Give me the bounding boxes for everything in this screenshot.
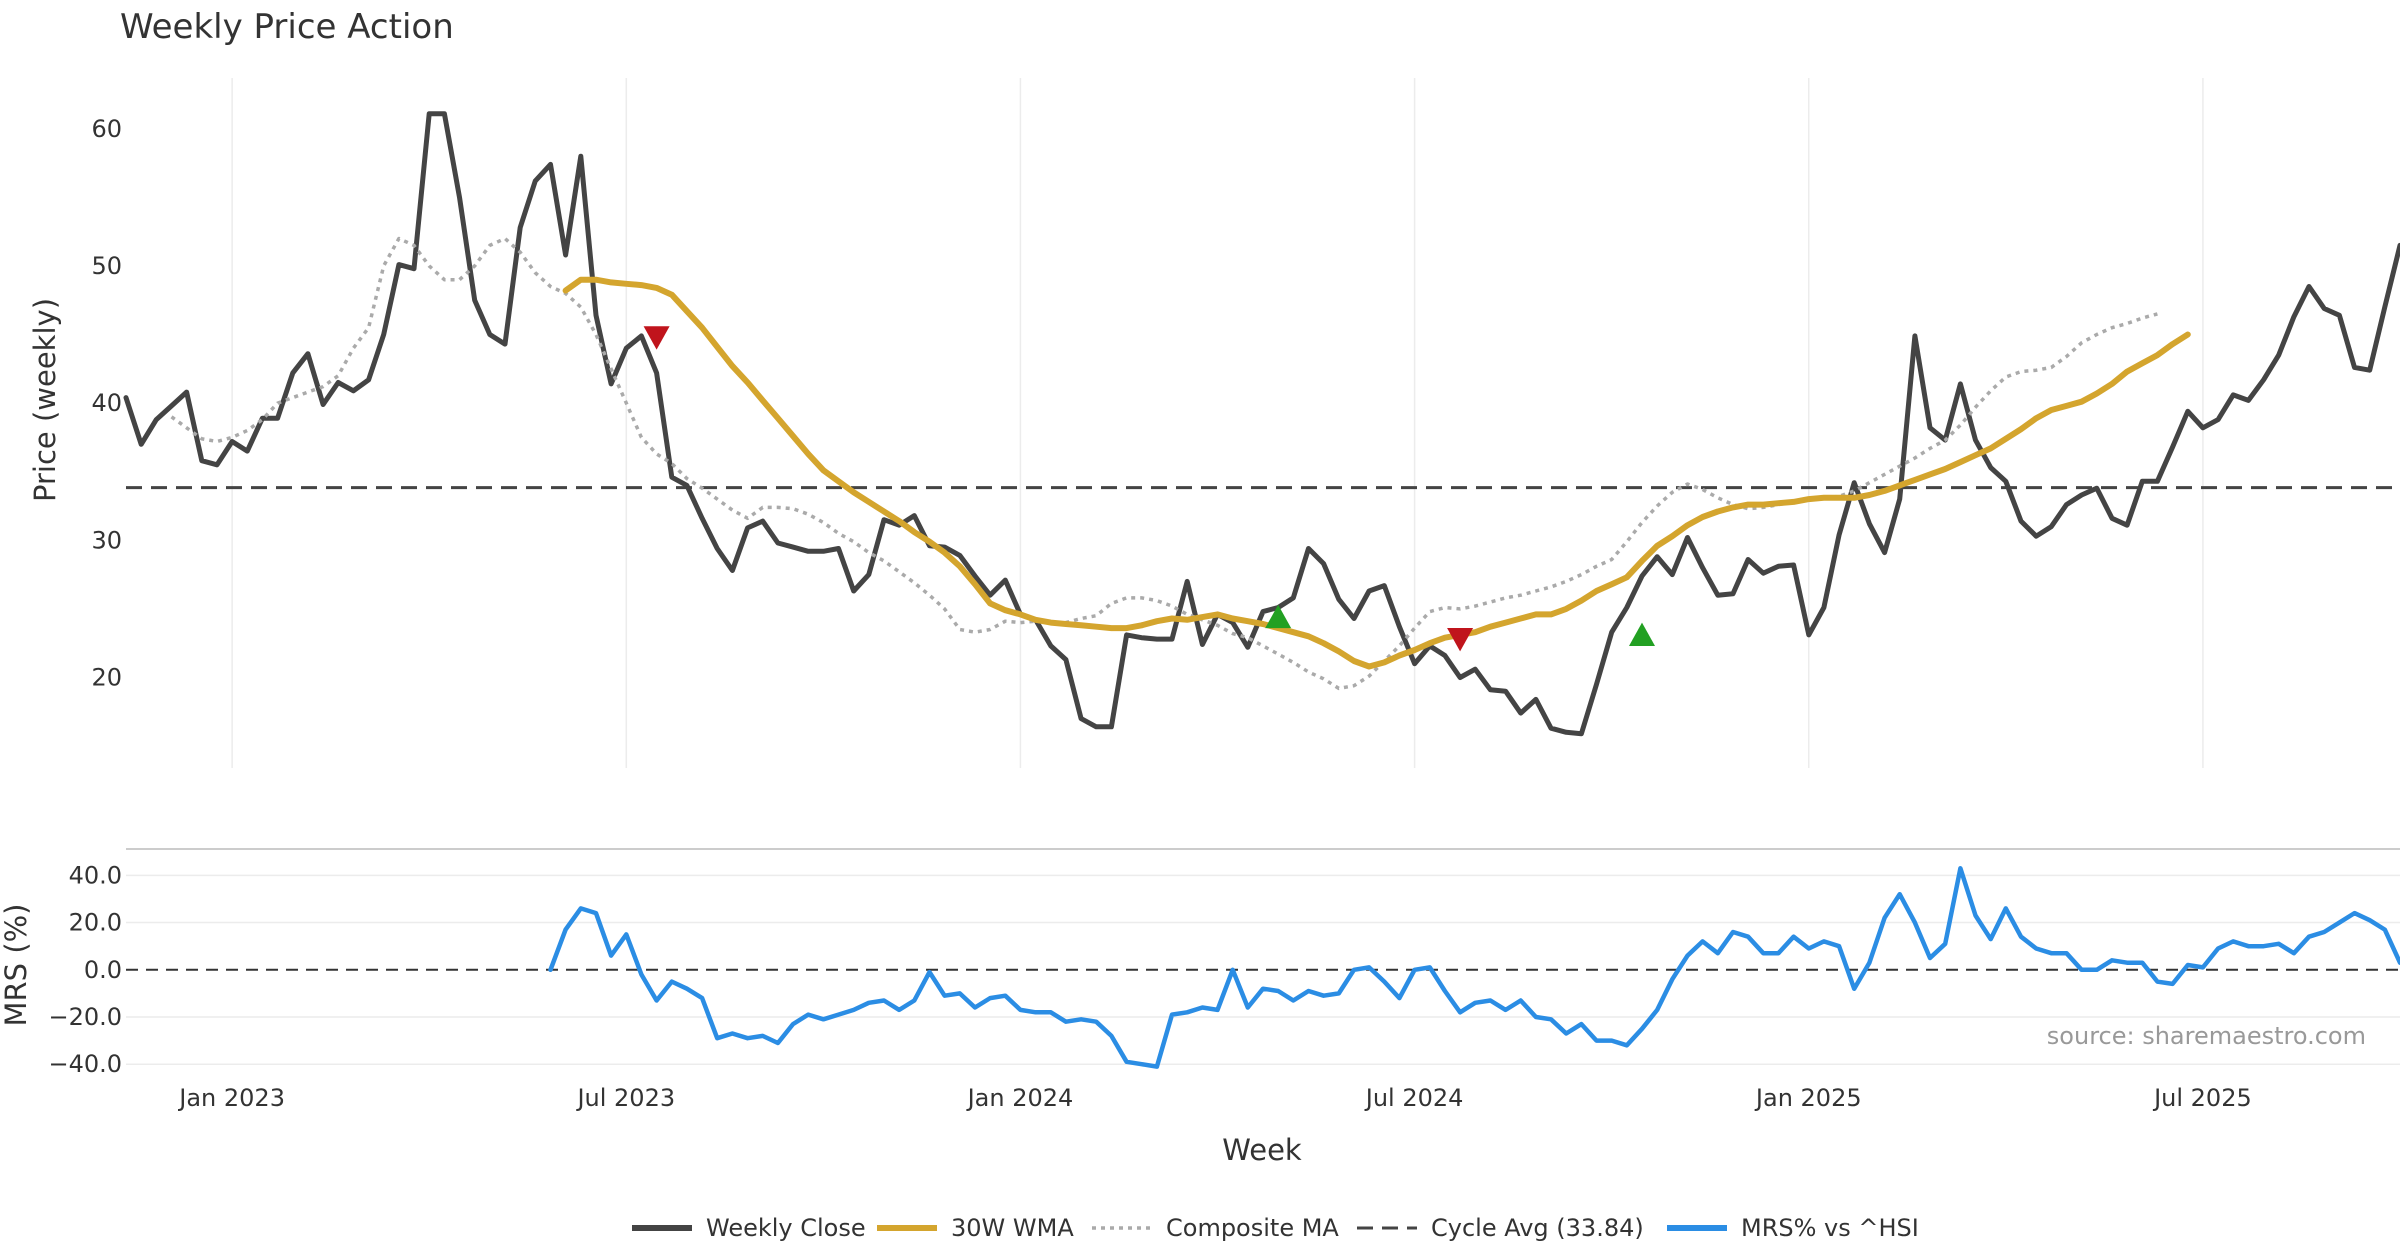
sell-signal-marker [643, 326, 670, 350]
legend-label: 30W WMA [951, 1214, 1074, 1242]
mrs-y-tick-label: 20.0 [69, 909, 122, 937]
mrs-y-tick-label: 40.0 [69, 861, 122, 889]
price-y-tick-label: 20 [91, 663, 122, 691]
buy-signal-marker [1265, 604, 1292, 629]
legend: Weekly Close 30W WMA Composite MA Cycle Avg… [632, 1214, 1919, 1242]
source-credit: source: sharemaestro.com [2047, 1022, 2366, 1050]
legend-label: MRS% vs ^HSI [1741, 1214, 1919, 1242]
30w-wma-line [562, 276, 2191, 670]
legend-label: Composite MA [1166, 1214, 1339, 1242]
mrs-y-axis-label: MRS (%) [0, 904, 33, 1027]
price-y-tick-label: 60 [91, 115, 122, 143]
buy-signal-marker [1629, 622, 1655, 646]
price-y-tick-label: 40 [91, 389, 122, 417]
x-axis-ticks: Jan 2023 Jul 2023 Jan 2024 Jul 2024 Jan 2025… [177, 1084, 2251, 1112]
mrs-y-ticks: −40.0 −20.0 0.0 20.0 40.0 [48, 861, 122, 1078]
price-y-ticks: 20 30 40 50 60 [91, 115, 122, 692]
sell-signal-marker [1447, 628, 1474, 652]
price-y-tick-label: 30 [91, 526, 122, 554]
price-y-axis-label: Price (weekly) [28, 298, 62, 502]
x-tick-label: Jan 2024 [966, 1084, 1074, 1112]
price-panel: 20 30 40 50 60 Price (weekly) [28, 78, 2400, 768]
mrs-gridlines [126, 874, 2400, 1065]
x-tick-label: Jul 2025 [2152, 1084, 2252, 1112]
x-tick-label: Jan 2025 [1754, 1084, 1862, 1112]
legend-label: Weekly Close [706, 1214, 866, 1242]
mrs-panel: −40.0 −20.0 0.0 20.0 40.0 MRS (%) source: sh… [0, 848, 2400, 1078]
price-y-tick-label: 50 [91, 252, 122, 280]
x-tick-label: Jul 2023 [575, 1084, 675, 1112]
x-tick-label: Jul 2024 [1364, 1084, 1464, 1112]
x-tick-label: Jan 2023 [177, 1084, 285, 1112]
mrs-series-line [548, 866, 2400, 1069]
mrs-y-tick-label: −40.0 [48, 1050, 122, 1078]
legend-label: Cycle Avg (33.84) [1431, 1214, 1644, 1242]
price-gridlines [231, 78, 2204, 768]
mrs-y-tick-label: −20.0 [48, 1003, 122, 1031]
weekly-close-line [123, 111, 2400, 737]
mrs-y-tick-label: 0.0 [84, 956, 122, 984]
price-series [123, 111, 2400, 737]
chart-title: Weekly Price Action [120, 7, 454, 47]
signal-markers [643, 326, 1655, 652]
x-axis-label: Week [1222, 1133, 1302, 1167]
